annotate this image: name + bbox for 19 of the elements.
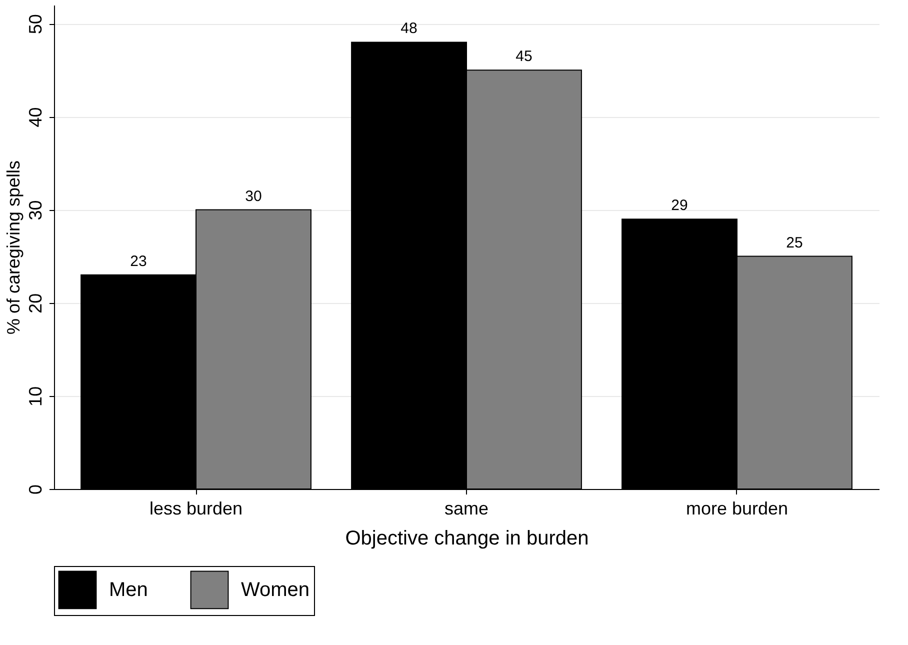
data-label: 23 [130,252,147,270]
data-label: 45 [516,48,532,66]
x-tick-label: less burden [149,498,243,518]
y-tick-label: 40 [26,107,46,128]
x-tick-label: same [444,498,489,518]
y-tick-label: 10 [26,386,46,406]
x-axis-title: Objective change in burden [345,528,589,550]
legend-label: Men [109,578,148,601]
data-label: 29 [671,197,688,214]
data-label: 30 [245,188,262,205]
data-label: 25 [786,234,803,252]
y-tick-label: 0 [26,484,46,495]
x-tick-label: more burden [686,498,788,518]
data-label: 48 [400,20,418,38]
y-tick-label: 30 [26,200,46,220]
legend-label: Women [241,578,310,601]
y-tick-label: 50 [26,14,46,34]
y-axis-title: % of caregiving spells [4,160,24,335]
y-tick-label: 20 [26,293,46,314]
